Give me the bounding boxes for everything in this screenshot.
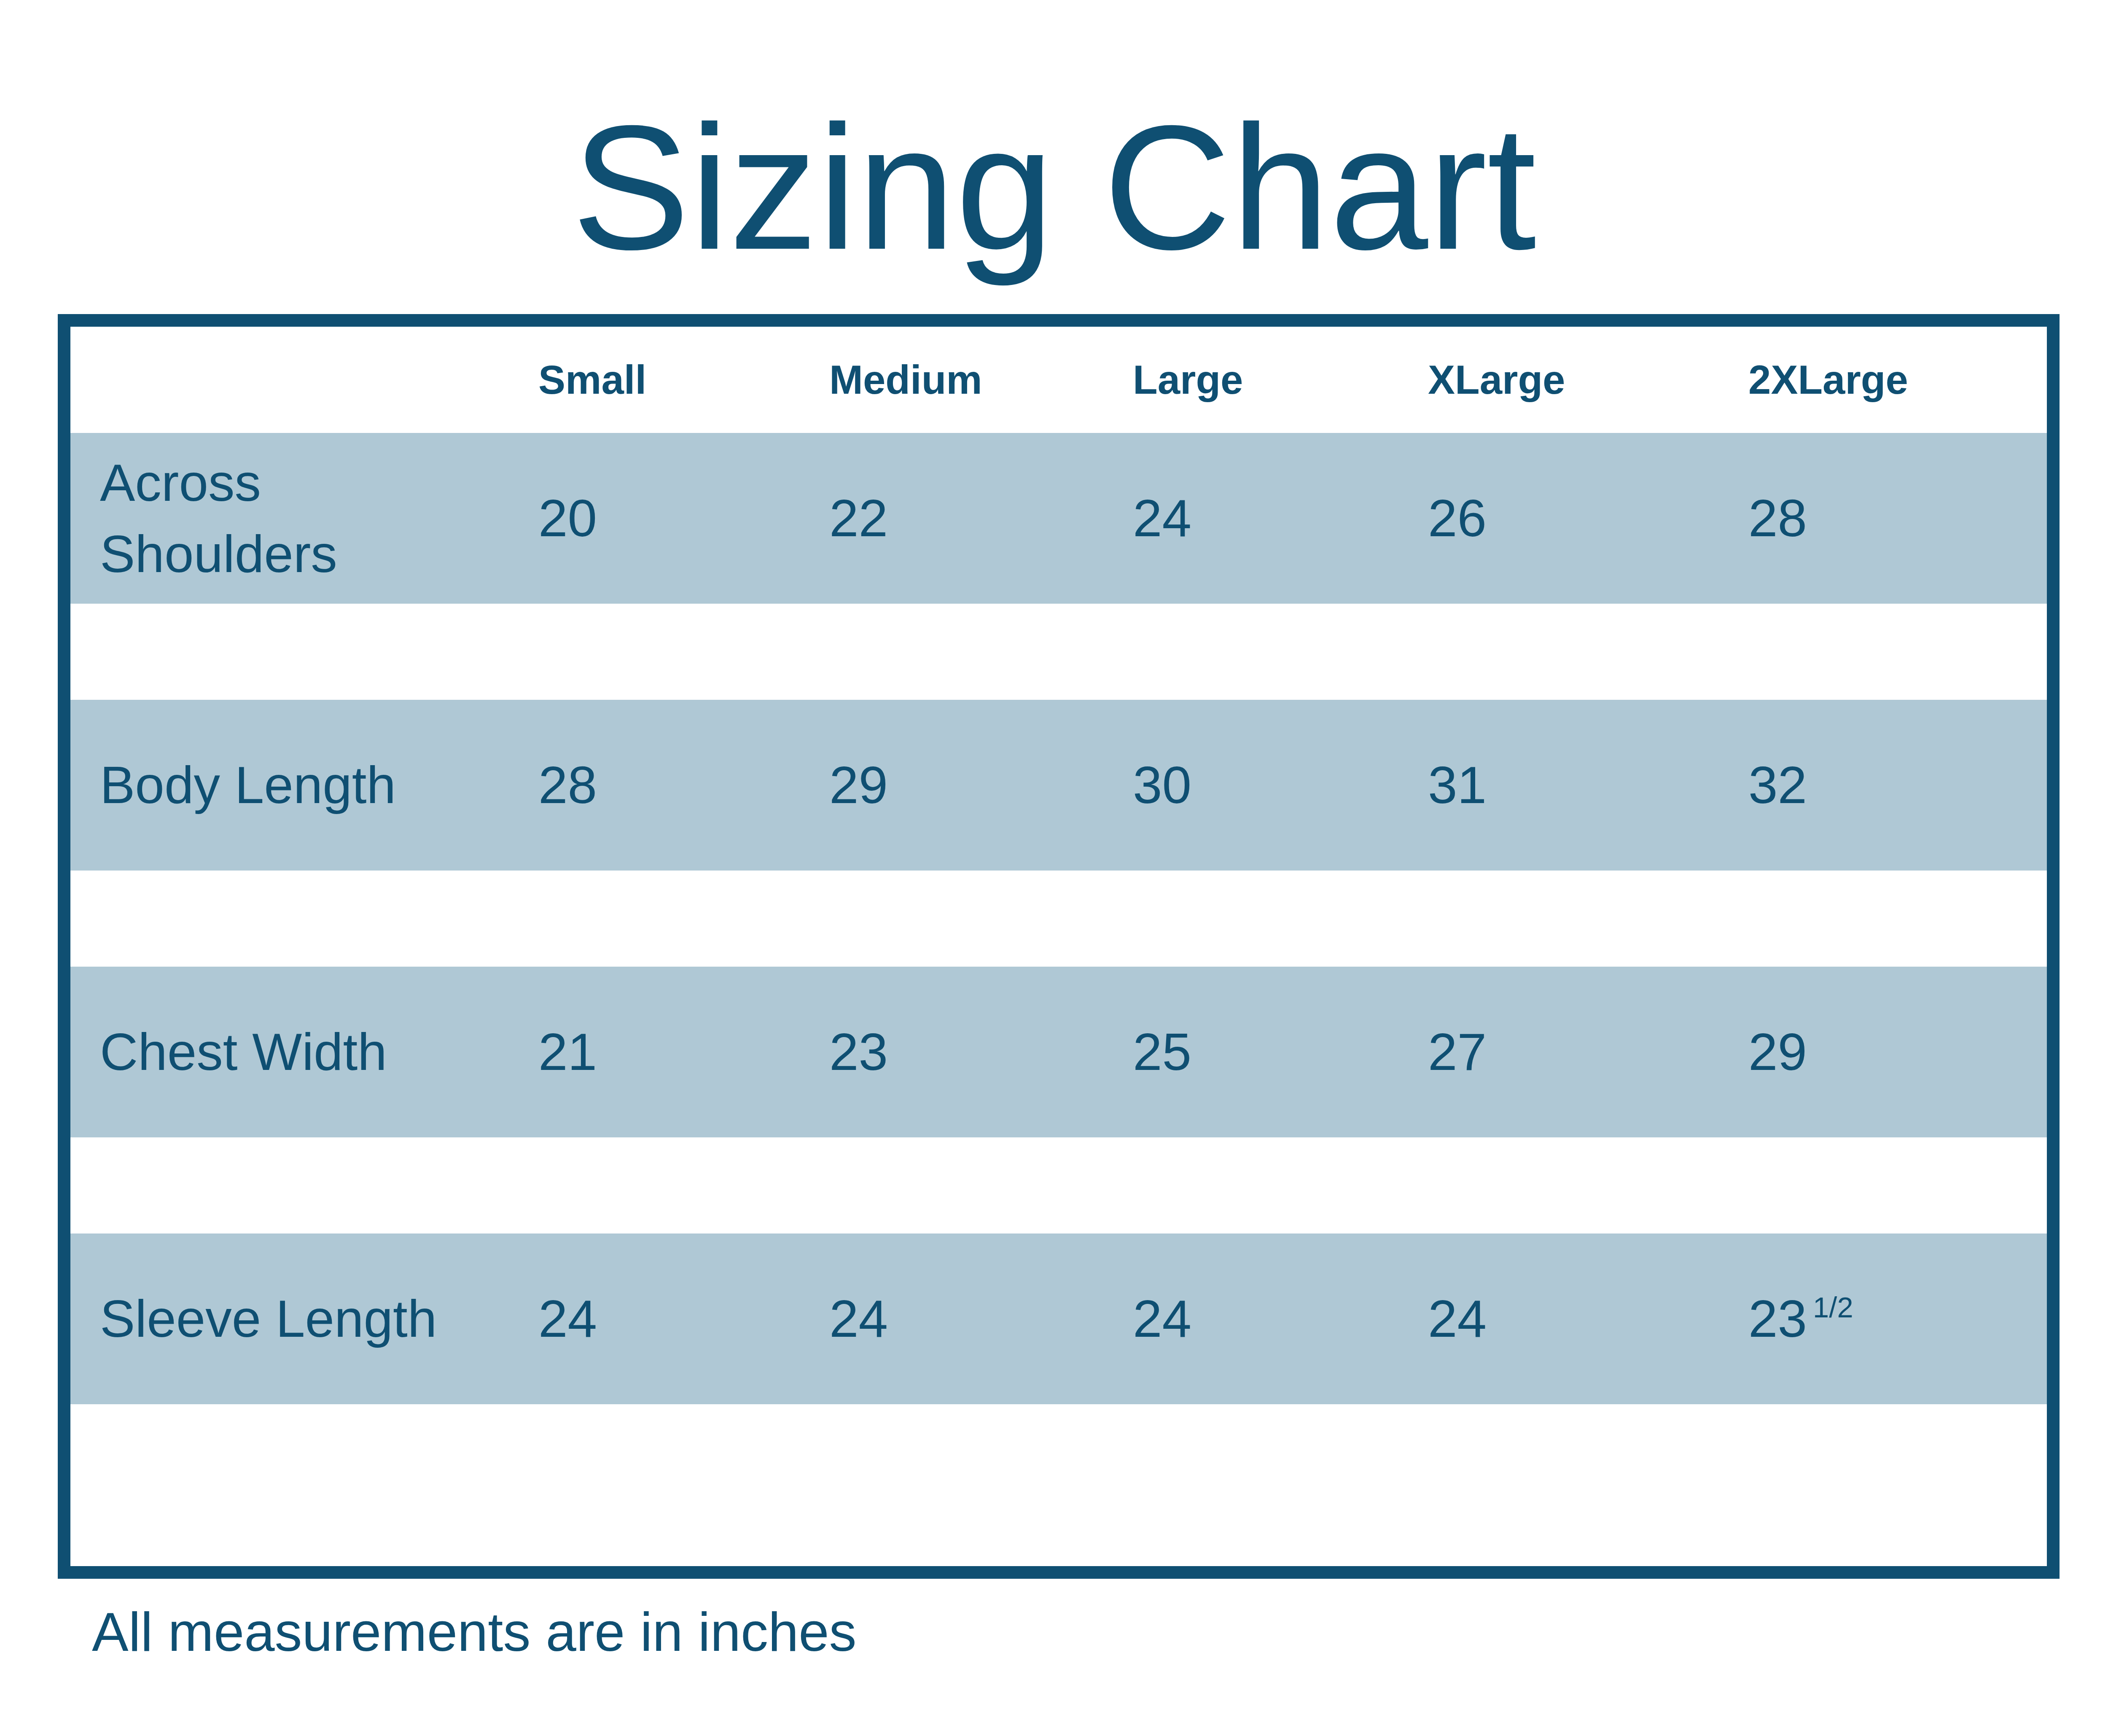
cell-sleeve-length-2xlarge: 231/2	[1727, 1283, 2047, 1354]
spacer-row	[70, 871, 2047, 967]
table-row-sleeve-length: Sleeve Length 24 24 24 24 231/2	[70, 1233, 2047, 1404]
footer-note: All measurements are in inches	[92, 1602, 857, 1662]
cell-body-length-2xlarge: 32	[1727, 750, 2047, 821]
cell-across-shoulders-small: 20	[517, 483, 808, 554]
spacer-row	[70, 604, 2047, 700]
cell-value: 30	[1133, 755, 1191, 814]
row-label: Chest Width	[70, 1016, 517, 1088]
cell-sleeve-length-large: 24	[1112, 1283, 1407, 1354]
cell-value: 24	[538, 1289, 597, 1348]
cell-value: 26	[1428, 489, 1487, 547]
column-header-large: Large	[1112, 357, 1407, 403]
cell-across-shoulders-large: 24	[1112, 483, 1407, 554]
column-header-2xlarge: 2XLarge	[1727, 357, 2047, 403]
cell-chest-width-large: 25	[1112, 1016, 1407, 1088]
cell-sleeve-length-small: 24	[517, 1283, 808, 1354]
cell-value: 24	[1428, 1289, 1487, 1348]
cell-value: 27	[1428, 1022, 1487, 1081]
cell-value: 32	[1748, 755, 1807, 814]
cell-value: 24	[829, 1289, 888, 1348]
table-row-across-shoulders: Across Shoulders 20 22 24 26 28	[70, 433, 2047, 604]
cell-value: 28	[538, 755, 597, 814]
spacer-row	[70, 1137, 2047, 1233]
cell-chest-width-small: 21	[517, 1016, 808, 1088]
cell-value: 29	[829, 755, 888, 814]
cell-value: 23	[829, 1022, 888, 1081]
cell-value: 29	[1748, 1022, 1807, 1081]
cell-across-shoulders-2xlarge: 28	[1727, 483, 2047, 554]
cell-sleeve-length-medium: 24	[808, 1283, 1112, 1354]
row-label: Body Length	[70, 750, 517, 821]
header-row: Small Medium Large XLarge 2XLarge	[70, 327, 2047, 433]
table-row-body-length: Body Length 28 29 30 31 32	[70, 700, 2047, 871]
cell-chest-width-2xlarge: 29	[1727, 1016, 2047, 1088]
cell-body-length-large: 30	[1112, 750, 1407, 821]
column-header-small: Small	[517, 357, 808, 403]
cell-value: 24	[1133, 489, 1191, 547]
cell-value: 31	[1428, 755, 1487, 814]
cell-value: 28	[1748, 489, 1807, 547]
bottom-filler-row	[70, 1404, 2047, 1566]
cell-chest-width-medium: 23	[808, 1016, 1112, 1088]
page-title: Sizing Chart	[0, 0, 2108, 276]
column-header-medium: Medium	[808, 357, 1112, 403]
cell-value: 22	[829, 489, 888, 547]
cell-body-length-small: 28	[517, 750, 808, 821]
cell-sleeve-length-xlarge: 24	[1407, 1283, 1727, 1354]
cell-value: 23	[1748, 1289, 1807, 1348]
table-row-chest-width: Chest Width 21 23 25 27 29	[70, 967, 2047, 1137]
cell-value: 20	[538, 489, 597, 547]
row-label: Sleeve Length	[70, 1283, 517, 1354]
cell-value: 21	[538, 1022, 597, 1081]
cell-across-shoulders-xlarge: 26	[1407, 483, 1727, 554]
cell-across-shoulders-medium: 22	[808, 483, 1112, 554]
sizing-table: Small Medium Large XLarge 2XLarge Across…	[58, 314, 2060, 1579]
sizing-chart-page: Sizing Chart Small Medium Large XLarge 2…	[0, 0, 2108, 1736]
cell-value-fraction: 1/2	[1813, 1291, 1853, 1324]
cell-body-length-xlarge: 31	[1407, 750, 1727, 821]
cell-value: 24	[1133, 1289, 1191, 1348]
cell-chest-width-xlarge: 27	[1407, 1016, 1727, 1088]
cell-value: 25	[1133, 1022, 1191, 1081]
column-header-xlarge: XLarge	[1407, 357, 1727, 403]
cell-body-length-medium: 29	[808, 750, 1112, 821]
row-label: Across Shoulders	[70, 447, 517, 590]
